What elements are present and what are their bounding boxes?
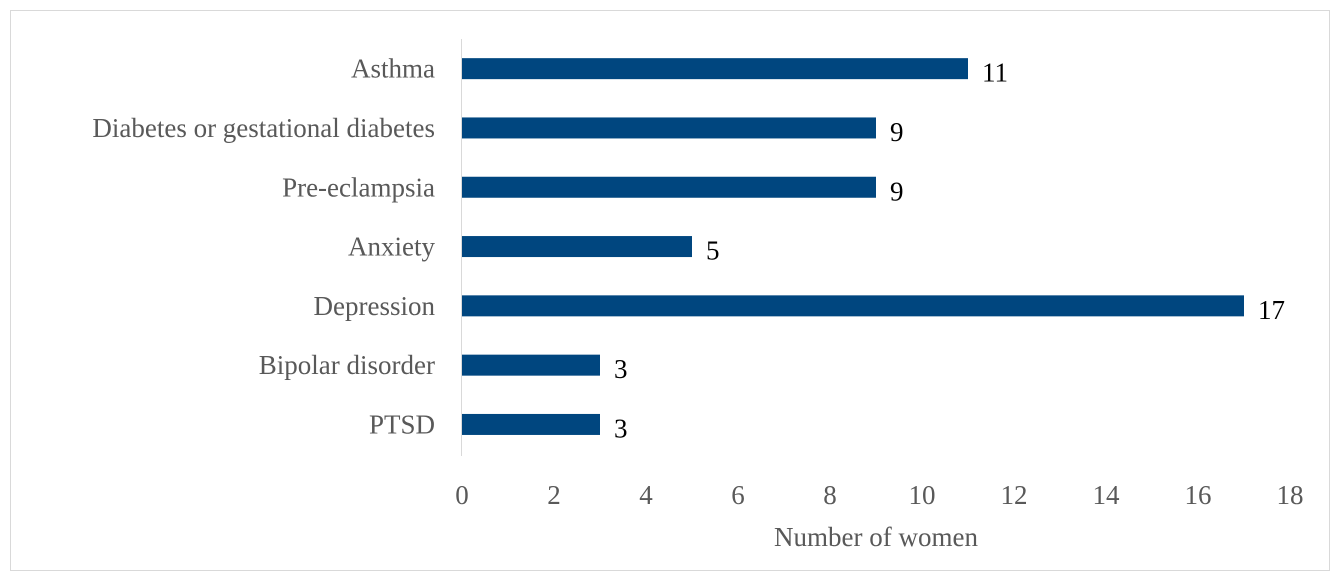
bars (462, 58, 1244, 435)
x-tick-label: 6 (731, 480, 745, 510)
category-label: Asthma (351, 54, 435, 84)
data-label: 3 (614, 413, 628, 443)
category-label: Bipolar disorder (259, 350, 435, 380)
x-tick-label: 18 (1277, 480, 1304, 510)
category-label: Pre-eclampsia (282, 172, 435, 202)
x-tick-label: 12 (1001, 480, 1028, 510)
x-tick-label: 16 (1185, 480, 1212, 510)
bar (462, 295, 1244, 317)
x-axis-title: Number of women (774, 522, 978, 552)
data-label: 5 (706, 236, 720, 266)
data-label: 11 (982, 58, 1008, 88)
bar (462, 413, 600, 435)
data-label: 9 (890, 117, 904, 147)
data-label: 9 (890, 176, 904, 206)
category-label: PTSD (369, 409, 435, 439)
x-tick-label: 0 (455, 480, 469, 510)
category-label: Depression (314, 291, 436, 321)
category-label: Anxiety (348, 232, 435, 262)
data-label: 17 (1258, 295, 1285, 325)
chart-frame (10, 10, 1330, 571)
bar (462, 176, 876, 198)
x-tick-labels: 0 2 4 6 8 10 12 14 16 18 (455, 480, 1303, 510)
x-tick-label: 8 (823, 480, 837, 510)
x-tick-label: 2 (547, 480, 561, 510)
bar (462, 236, 692, 258)
data-label: 3 (614, 354, 628, 384)
data-labels: 11 9 9 5 17 3 3 (614, 58, 1285, 444)
x-tick-label: 10 (909, 480, 936, 510)
bar (462, 354, 600, 376)
category-label: Diabetes or gestational diabetes (92, 113, 435, 143)
x-tick-label: 14 (1093, 480, 1121, 510)
bar (462, 58, 968, 80)
bar (462, 117, 876, 139)
category-labels: Asthma Diabetes or gestational diabetes Pr… (92, 54, 435, 440)
x-tick-label: 4 (639, 480, 653, 510)
